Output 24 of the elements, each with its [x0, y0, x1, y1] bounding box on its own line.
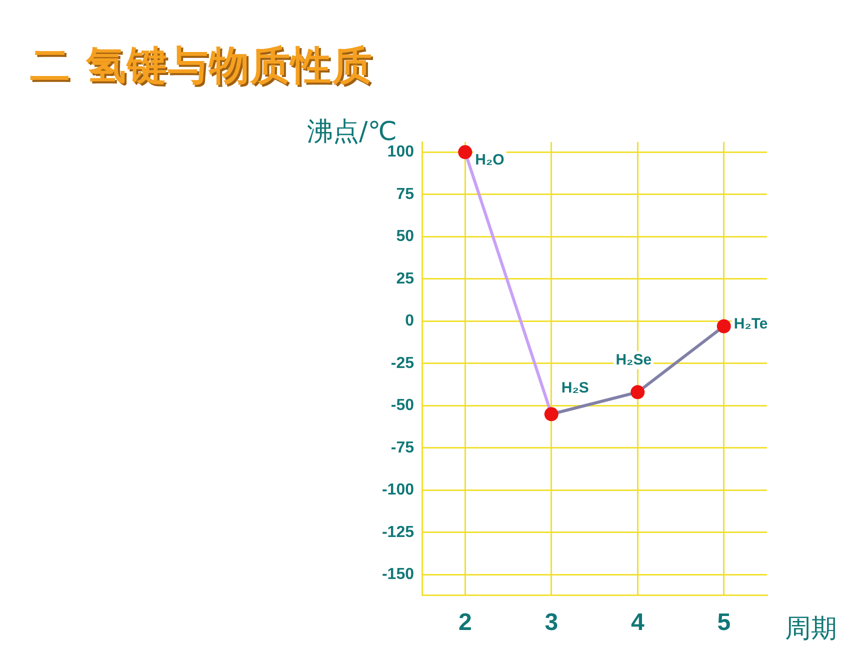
y-tick-label: 50 — [396, 228, 414, 246]
annotation: H₂Se — [616, 351, 652, 368]
y-tick-label: -100 — [382, 482, 414, 499]
x-tick-label: 5 — [717, 609, 731, 636]
y-tick-label: -25 — [390, 354, 414, 372]
y-tick-label: -125 — [382, 524, 414, 541]
y-tick-label: 75 — [396, 186, 414, 203]
point — [630, 385, 645, 400]
annotation: H₂O — [475, 151, 505, 168]
y-tick-label: -50 — [390, 397, 414, 414]
x-tick-label: 3 — [544, 609, 558, 636]
y-tick-label: 25 — [396, 270, 414, 288]
y-tick-label: -75 — [390, 439, 414, 456]
y-tick-label: 0 — [405, 312, 414, 330]
x-tick-label: 4 — [630, 609, 645, 636]
annotation: H₂Te — [734, 315, 768, 332]
chart-title: 二 氢键与物质性质 — [30, 42, 373, 91]
point — [544, 407, 558, 422]
point — [458, 145, 472, 160]
annotation: H₂S — [561, 379, 589, 396]
x-tick-label: 2 — [458, 609, 472, 636]
point — [716, 319, 731, 334]
x-axis-title: 周期 — [785, 614, 837, 644]
y-tick-label: -150 — [382, 566, 414, 584]
